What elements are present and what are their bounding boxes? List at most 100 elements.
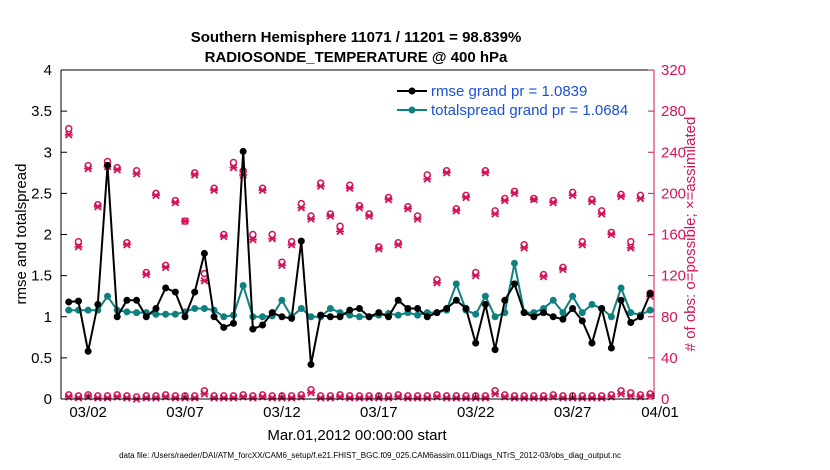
- obs-assimilated-low-point: [626, 392, 635, 400]
- x-tick-label: 03/12: [263, 404, 301, 421]
- data-file-footnote: data file: /Users/raeder/DAI/ATM_forcXX/…: [119, 451, 621, 460]
- obs-assimilated-low-point: [597, 394, 606, 402]
- obs-assimilated-low-point: [452, 394, 461, 402]
- obs-assimilated-point: [384, 195, 393, 204]
- rmse-point: [278, 313, 286, 321]
- obs-assimilated-point: [181, 217, 190, 225]
- rmse-point: [210, 313, 218, 321]
- obs-assimilated-point: [374, 245, 383, 253]
- obs-possible-point: [74, 237, 83, 246]
- rmse-point: [297, 237, 305, 245]
- obs-assimilated-low-point: [423, 394, 432, 402]
- totalspread-point: [220, 313, 228, 321]
- obs-assimilated-point: [277, 261, 286, 270]
- obs-assimilated-low-point: [384, 394, 393, 402]
- x-axis-label: Mar.01,2012 00:00:00 start: [267, 427, 447, 444]
- totalspread-point: [307, 313, 315, 321]
- obs-assimilated-point: [258, 186, 267, 195]
- obs-assimilated-point: [355, 203, 364, 212]
- totalspread-point: [627, 309, 635, 317]
- obs-assimilated-point: [452, 207, 461, 215]
- obs-assimilated-low-point: [403, 394, 412, 402]
- totalspread-point: [191, 305, 199, 313]
- obs-assimilated-point: [607, 230, 616, 239]
- obs-assimilated-point: [200, 276, 209, 285]
- obs-assimilated-point: [142, 270, 151, 279]
- rmse-point: [133, 296, 141, 304]
- obs-assimilated-point: [578, 240, 587, 249]
- obs-assimilated-point: [316, 182, 325, 191]
- totalspread-point: [84, 306, 92, 314]
- obs-possible-point: [65, 124, 73, 133]
- obs-assimilated-low-point: [355, 394, 364, 402]
- rmse-point: [598, 305, 606, 313]
- obs-assimilated-low-point: [578, 394, 587, 402]
- totalspread-point: [510, 259, 518, 267]
- obs-assimilated-point: [462, 193, 471, 202]
- obs-assimilated-point: [345, 184, 354, 193]
- obs-assimilated-low-point: [510, 394, 519, 402]
- y-tick-label: 0: [44, 391, 52, 408]
- totalspread-point: [617, 284, 625, 292]
- legend-rmse-marker: [408, 87, 416, 95]
- totalspread-point: [297, 305, 305, 313]
- rmse-point: [414, 305, 422, 313]
- rmse-point: [607, 344, 615, 352]
- y2-tick-label: 40: [661, 350, 678, 367]
- x-tick-label: 03/27: [554, 404, 592, 421]
- totalspread-point: [162, 310, 170, 318]
- rmse-point: [239, 147, 247, 155]
- obs-assimilated-point: [510, 189, 519, 198]
- obs-possible-point: [626, 237, 635, 246]
- obs-assimilated-point: [297, 203, 306, 212]
- rmse-point: [220, 323, 228, 331]
- rmse-point: [530, 313, 538, 321]
- rmse-point: [404, 305, 412, 313]
- x-tick-label: 03/02: [69, 404, 107, 421]
- obs-assimilated-low-point: [617, 390, 626, 398]
- x-tick-label: 03/22: [457, 404, 495, 421]
- obs-assimilated-point: [336, 227, 345, 236]
- obs-assimilated-point: [268, 234, 277, 243]
- totalspread-point: [239, 281, 247, 289]
- obs-assimilated-point: [539, 272, 548, 281]
- rmse-point: [113, 313, 121, 321]
- obs-assimilated-point: [132, 170, 141, 178]
- y2-tick-label: 200: [661, 185, 686, 202]
- obs-assimilated-low-point: [151, 394, 160, 402]
- obs-assimilated-point: [394, 240, 403, 249]
- y-tick-label: 3.5: [31, 103, 52, 120]
- rmse-point: [375, 309, 383, 317]
- obs-assimilated-low-point: [122, 394, 131, 402]
- rmse-point: [549, 313, 557, 321]
- obs-possible-point: [229, 158, 238, 167]
- obs-assimilated-low-point: [326, 394, 335, 402]
- obs-assimilated-low-point: [210, 394, 219, 402]
- y2-tick-label: 120: [661, 268, 686, 285]
- rmse-point: [443, 305, 451, 313]
- totalspread-point: [65, 306, 73, 314]
- y2-tick-label: 160: [661, 227, 686, 244]
- totalspread-point: [259, 313, 267, 321]
- y-axis-label-left: rmse and totalspread: [13, 164, 30, 305]
- rmse-point: [200, 249, 208, 257]
- obs-assimilated-point: [626, 244, 635, 252]
- obs-assimilated-point: [287, 240, 296, 249]
- obs-possible-point: [249, 230, 257, 239]
- obs-assimilated-low-point: [316, 394, 325, 402]
- obs-assimilated-low-point: [491, 390, 500, 398]
- rmse-point: [346, 306, 354, 314]
- obs-assimilated-point: [558, 265, 567, 274]
- obs-assimilated-low-point: [171, 394, 180, 402]
- totalspread-point: [588, 300, 596, 308]
- totalspread-point: [452, 280, 460, 288]
- rmse-point: [491, 346, 499, 354]
- rmse-point: [65, 298, 73, 306]
- legend: rmse grand pr = 1.0839 totalspread grand…: [397, 83, 628, 119]
- rmse-point: [385, 313, 393, 321]
- totalspread-point: [491, 313, 499, 321]
- rmse-point: [452, 296, 460, 304]
- obs-assimilated-point: [190, 171, 199, 179]
- totalspread-point: [481, 292, 489, 300]
- obs-assimilated-low-point: [462, 394, 471, 402]
